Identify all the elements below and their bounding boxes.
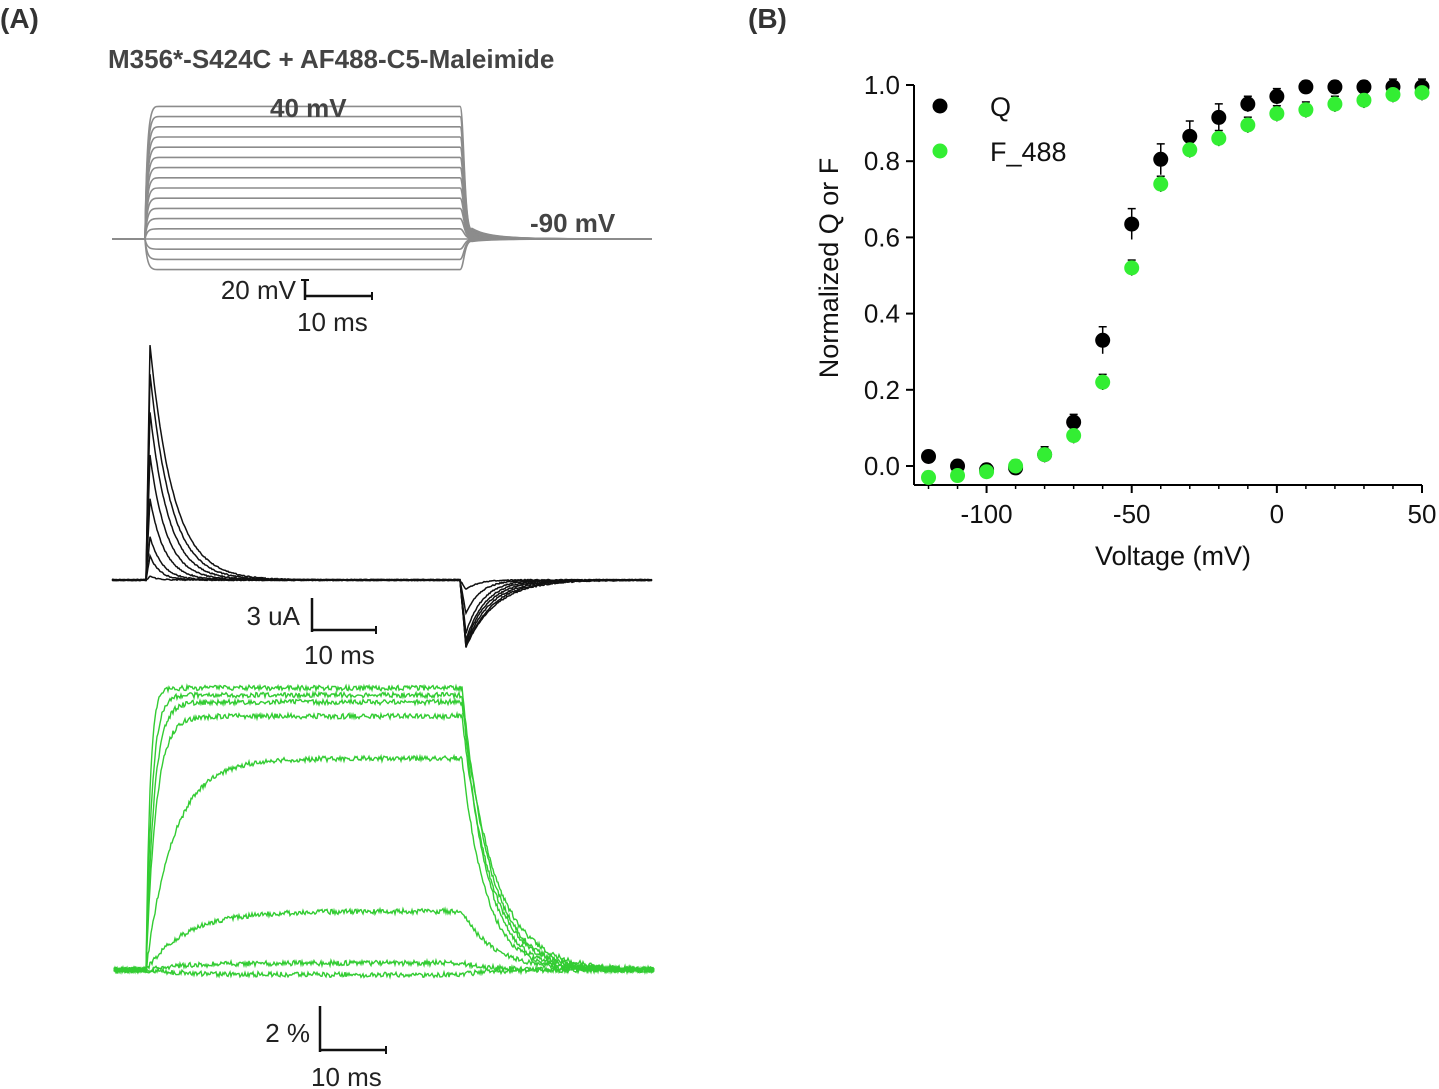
current-trace [112, 374, 652, 647]
fluorescence-scale-y-label: 2 % [265, 1018, 310, 1048]
q-point [1095, 333, 1110, 348]
voltage-step-trace [112, 239, 652, 249]
current-traces [112, 345, 652, 647]
plot-legend: Q F_488 [933, 92, 1067, 167]
y-tick-label: 0.8 [864, 146, 900, 176]
current-trace [112, 345, 652, 647]
q-point [1269, 89, 1284, 104]
f488-point [979, 464, 994, 479]
y-tick-label: 0.2 [864, 375, 900, 405]
f488-point [1385, 87, 1400, 102]
plot-axes: 0.0 0.2 0.4 0.6 0.8 1.0 -100 -50 0 50 [864, 70, 1437, 529]
f488-point [1182, 142, 1197, 157]
current-trace [112, 412, 652, 644]
current-trace [112, 455, 652, 642]
y-axis-title: Normalized Q or F [814, 158, 844, 379]
current-trace [112, 556, 652, 613]
q-point [1298, 79, 1313, 94]
fluorescence-traces [114, 685, 654, 977]
legend-label: Q [990, 92, 1011, 122]
x-tick-label: 0 [1270, 499, 1284, 529]
f488-point [950, 468, 965, 483]
f488-point [1211, 131, 1226, 146]
x-tick-label: -50 [1113, 499, 1151, 529]
f488-point [1095, 375, 1110, 390]
legend-marker [933, 144, 948, 159]
panel-a-label: (A) [0, 3, 39, 34]
legend-marker [933, 99, 948, 114]
f488-point [1240, 118, 1255, 133]
q-point [1124, 217, 1139, 232]
voltage-top-label: 40 mV [270, 93, 347, 123]
y-tick-label: 1.0 [864, 70, 900, 100]
f488-point [1153, 177, 1168, 192]
f488-point [1415, 85, 1430, 100]
panel-a-title: M356*-S424C + AF488-C5-Maleimide [108, 44, 554, 74]
q-point [1327, 79, 1342, 94]
fluorescence-trace [114, 700, 654, 973]
fluorescence-scale-bar [320, 1006, 386, 1054]
q-point [1240, 97, 1255, 112]
voltage-traces [112, 106, 652, 269]
panel-b-label: (B) [748, 3, 787, 34]
f488-point [1037, 447, 1052, 462]
x-tick-label: 50 [1408, 499, 1437, 529]
qv-fv-plot: 0.0 0.2 0.4 0.6 0.8 1.0 -100 -50 0 50 Q F_488 Volt… [814, 70, 1436, 571]
f488-point [1066, 428, 1081, 443]
voltage-scale-x-label: 10 ms [297, 307, 368, 337]
q-point [921, 449, 936, 464]
voltage-scale-y-label: 20 mV [221, 275, 297, 305]
f488-point [921, 470, 936, 485]
current-trace [112, 499, 652, 640]
voltage-scale-bar [301, 280, 372, 300]
q-point [1153, 152, 1168, 167]
f488-point [1298, 102, 1313, 117]
f488-point [1356, 93, 1371, 108]
y-tick-label: 0.6 [864, 222, 900, 252]
current-trace [112, 537, 652, 634]
f488-point [1269, 106, 1284, 121]
f488-point [1124, 260, 1139, 275]
f488-point [1008, 459, 1023, 474]
voltage-step-trace [112, 239, 652, 270]
f488-point [1327, 97, 1342, 112]
x-axis-title: Voltage (mV) [1095, 541, 1251, 571]
fluorescence-trace [114, 756, 654, 972]
x-tick-label: -100 [961, 499, 1013, 529]
current-scale-y-label: 3 uA [247, 601, 301, 631]
current-scale-bar [312, 598, 376, 634]
q-point [1211, 110, 1226, 125]
legend-label: F_488 [990, 137, 1067, 167]
y-tick-label: 0.4 [864, 299, 900, 329]
voltage-holding-label: -90 mV [530, 208, 616, 238]
current-scale-x-label: 10 ms [304, 640, 375, 670]
fluorescence-trace [114, 714, 654, 973]
fluorescence-trace [114, 693, 654, 973]
y-tick-label: 0.0 [864, 451, 900, 481]
fluorescence-scale-x-label: 10 ms [311, 1062, 382, 1089]
